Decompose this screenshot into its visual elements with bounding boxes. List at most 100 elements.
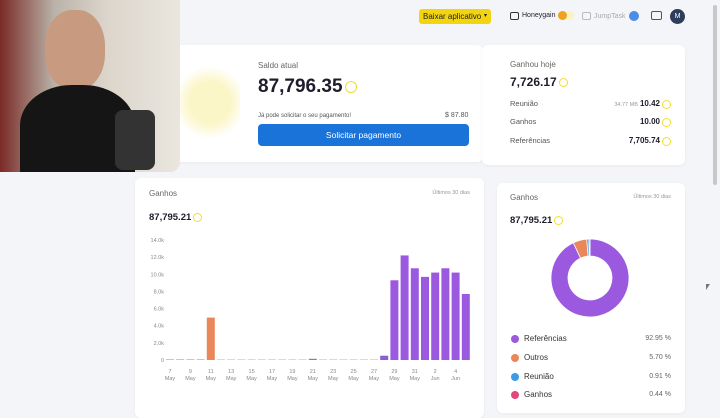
coin-icon: [554, 215, 564, 225]
coin-icon: [344, 80, 357, 93]
chart-title: Ganhos: [149, 189, 178, 198]
today-row-meeting: Reunião 34.77 MB 10.42: [510, 99, 671, 109]
download-app-label: Baixar aplicativo: [423, 12, 482, 21]
x-tick-label: 19: [289, 369, 295, 375]
coin-icon: [662, 99, 671, 109]
today-earnings-card: Ganhou hoje 7,726.17 Reunião 34.77 MB 10.…: [482, 45, 685, 165]
bar-21-May: [308, 358, 317, 360]
honeygain-wallet[interactable]: Honeygain: [510, 11, 575, 20]
bar-9-May: [186, 359, 195, 360]
x-tick-label: 21: [310, 369, 316, 375]
bar-17-May: [268, 359, 276, 360]
bar-24-May: [339, 359, 348, 360]
usd-value: $ 87.80: [445, 112, 469, 119]
mouse-cursor-icon: [706, 284, 710, 290]
x-tick-label: 4: [454, 369, 457, 375]
bar-11-May: [206, 317, 215, 360]
jumptask-icon: [628, 11, 639, 21]
earnings-bar-chart: 02.0k4.0k6.0k8.0k10.0k12.0k14.0k7May9May…: [151, 238, 470, 382]
x-tick-label: 15: [249, 369, 255, 375]
payout-message: Já pode solicitar o seu pagamento!: [258, 113, 352, 119]
x-tick-label: May: [226, 376, 237, 382]
x-tick-label: Jun: [451, 376, 460, 382]
y-tick-label: 14.0k: [151, 238, 165, 244]
x-tick-label: Jun: [431, 376, 440, 382]
legend-others: Outros 5.70 %: [511, 353, 671, 362]
bar-27-May: [370, 359, 378, 360]
bar-10-May: [196, 359, 205, 360]
balance-label: Saldo atual: [258, 61, 299, 70]
bar-2-Jun: [431, 272, 440, 360]
bar-8-May: [176, 359, 185, 360]
bar-22-May: [319, 359, 327, 360]
pie-title: Ganhos: [510, 193, 539, 202]
pie-period[interactable]: Últimos 30 dias: [633, 194, 671, 200]
x-tick-label: May: [348, 376, 359, 382]
coin-icon: [558, 78, 568, 88]
bar-14-May: [237, 359, 246, 360]
x-tick-label: 7: [168, 369, 171, 375]
pie-total: 87,795.21: [510, 215, 564, 226]
x-tick-label: 31: [412, 369, 418, 375]
download-app-button[interactable]: Baixar aplicativo ▾: [419, 9, 491, 24]
x-tick-label: 29: [391, 369, 397, 375]
jumptask-wallet[interactable]: JumpTask: [582, 11, 639, 21]
x-tick-label: 13: [228, 369, 234, 375]
scrollbar[interactable]: [713, 5, 717, 185]
honeycomb-illustration: [180, 60, 240, 145]
y-tick-label: 10.0k: [151, 272, 165, 278]
x-tick-label: May: [389, 376, 400, 382]
y-tick-label: 8.0k: [154, 289, 165, 295]
toggle-switch[interactable]: [558, 11, 575, 20]
bar-7-May: [166, 359, 174, 360]
bar-31-May: [410, 268, 419, 360]
today-row-referrals: Referências 7,705.74: [510, 136, 671, 146]
y-tick-label: 2.0k: [154, 341, 165, 347]
x-tick-label: 27: [371, 369, 377, 375]
coin-icon: [662, 117, 671, 127]
bar-3-Jun: [441, 268, 450, 360]
earnings-pie-card: Ganhos Últimos 30 dias 87,795.21 Referên…: [497, 183, 685, 413]
x-tick-label: May: [287, 376, 298, 382]
legend-meeting: Reunião 0.91 %: [511, 372, 671, 381]
webcam-overlay: [0, 0, 180, 172]
x-tick-label: 2: [434, 369, 437, 375]
chart-period[interactable]: Últimos 30 dias: [432, 190, 470, 196]
wallet-icon: [582, 12, 591, 20]
bar-18-May: [278, 359, 287, 360]
wallet-icon: [510, 11, 519, 20]
x-tick-label: 9: [189, 369, 192, 375]
x-tick-label: 11: [208, 369, 214, 375]
x-tick-label: 25: [351, 369, 357, 375]
bar-28-May: [380, 355, 389, 360]
x-tick-label: May: [328, 376, 339, 382]
x-tick-label: 17: [269, 369, 275, 375]
jumptask-label: JumpTask: [594, 12, 626, 20]
bar-12-May: [217, 359, 225, 360]
x-tick-label: May: [206, 376, 217, 382]
bar-30-May: [400, 255, 409, 360]
bar-1-Jun: [421, 276, 429, 360]
x-tick-label: May: [267, 376, 278, 382]
coin-icon: [193, 212, 203, 222]
request-payout-button[interactable]: Solicitar pagamento: [258, 124, 469, 146]
bar-13-May: [227, 359, 236, 360]
bar-4-Jun: [451, 272, 460, 360]
megaphone-icon[interactable]: [651, 11, 662, 20]
slice-Ganhos: [588, 238, 591, 257]
bar-23-May: [329, 359, 338, 360]
bar-20-May: [298, 359, 307, 360]
bar-15-May: [247, 359, 256, 360]
bar-26-May: [359, 359, 368, 360]
x-tick-label: May: [369, 376, 380, 382]
bar-25-May: [349, 359, 358, 360]
honeygain-label: Honeygain: [522, 12, 556, 19]
today-value: 7,726.17: [510, 75, 568, 89]
slice-Referências: [550, 238, 630, 318]
chart-total: 87,795.21: [149, 212, 203, 223]
bar-19-May: [288, 359, 297, 360]
x-tick-label: May: [185, 376, 196, 382]
x-tick-label: 23: [330, 369, 336, 375]
x-tick-label: May: [246, 376, 257, 382]
avatar[interactable]: M: [670, 9, 685, 24]
